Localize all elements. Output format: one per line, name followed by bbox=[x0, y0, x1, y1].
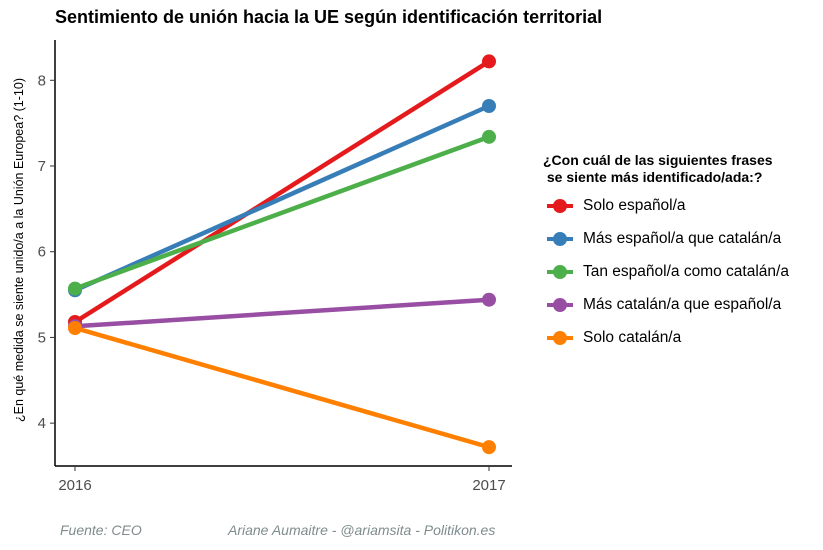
caption-author: Ariane Aumaitre - @ariamsita - Politikon… bbox=[228, 522, 496, 538]
series-line bbox=[74, 297, 490, 329]
legend-item: Solo español/a bbox=[545, 195, 686, 217]
y-tick-label: 6 bbox=[38, 244, 46, 261]
legend-label: Tan español/a como catalán/a bbox=[583, 263, 789, 280]
y-tick-label: 5 bbox=[38, 329, 46, 346]
legend-key bbox=[547, 199, 573, 213]
data-point bbox=[482, 99, 496, 113]
legend-item: Más español/a que catalán/a bbox=[545, 228, 781, 250]
series-line bbox=[73, 59, 491, 324]
legend-item: Más catalán/a que español/a bbox=[545, 294, 781, 316]
legend-key bbox=[547, 232, 573, 246]
series-line bbox=[74, 325, 490, 450]
legend-item: Solo catalán/a bbox=[545, 327, 681, 349]
y-tick-label: 4 bbox=[38, 415, 46, 432]
caption-source: Fuente: CEO bbox=[60, 522, 142, 538]
legend-label: Más español/a que catalán/a bbox=[583, 230, 782, 247]
x-tick-label: 2017 bbox=[472, 477, 505, 494]
data-point bbox=[482, 54, 496, 69]
data-point bbox=[482, 292, 496, 307]
data-point bbox=[68, 281, 82, 296]
legend-key bbox=[547, 298, 573, 312]
data-point bbox=[482, 129, 496, 144]
y-tick-label: 8 bbox=[38, 72, 46, 89]
legend-key bbox=[547, 265, 573, 279]
legend-label: Solo catalán/a bbox=[583, 329, 682, 346]
legend-item: Tan español/a como catalán/a bbox=[545, 261, 789, 283]
chart-title: Sentimiento de unión hacia la UE según i… bbox=[55, 7, 603, 27]
x-tick-label: 2016 bbox=[58, 477, 91, 494]
series-line bbox=[74, 134, 490, 291]
series-line bbox=[74, 103, 490, 293]
legend-title: ¿Con cuál de las siguientes frases se si… bbox=[543, 152, 773, 185]
legend-label: Más catalán/a que español/a bbox=[583, 296, 782, 313]
legend-key bbox=[547, 331, 573, 345]
y-tick-label: 7 bbox=[38, 158, 46, 175]
legend-label: Solo español/a bbox=[583, 197, 686, 214]
data-point bbox=[68, 321, 82, 335]
data-point bbox=[482, 440, 496, 455]
